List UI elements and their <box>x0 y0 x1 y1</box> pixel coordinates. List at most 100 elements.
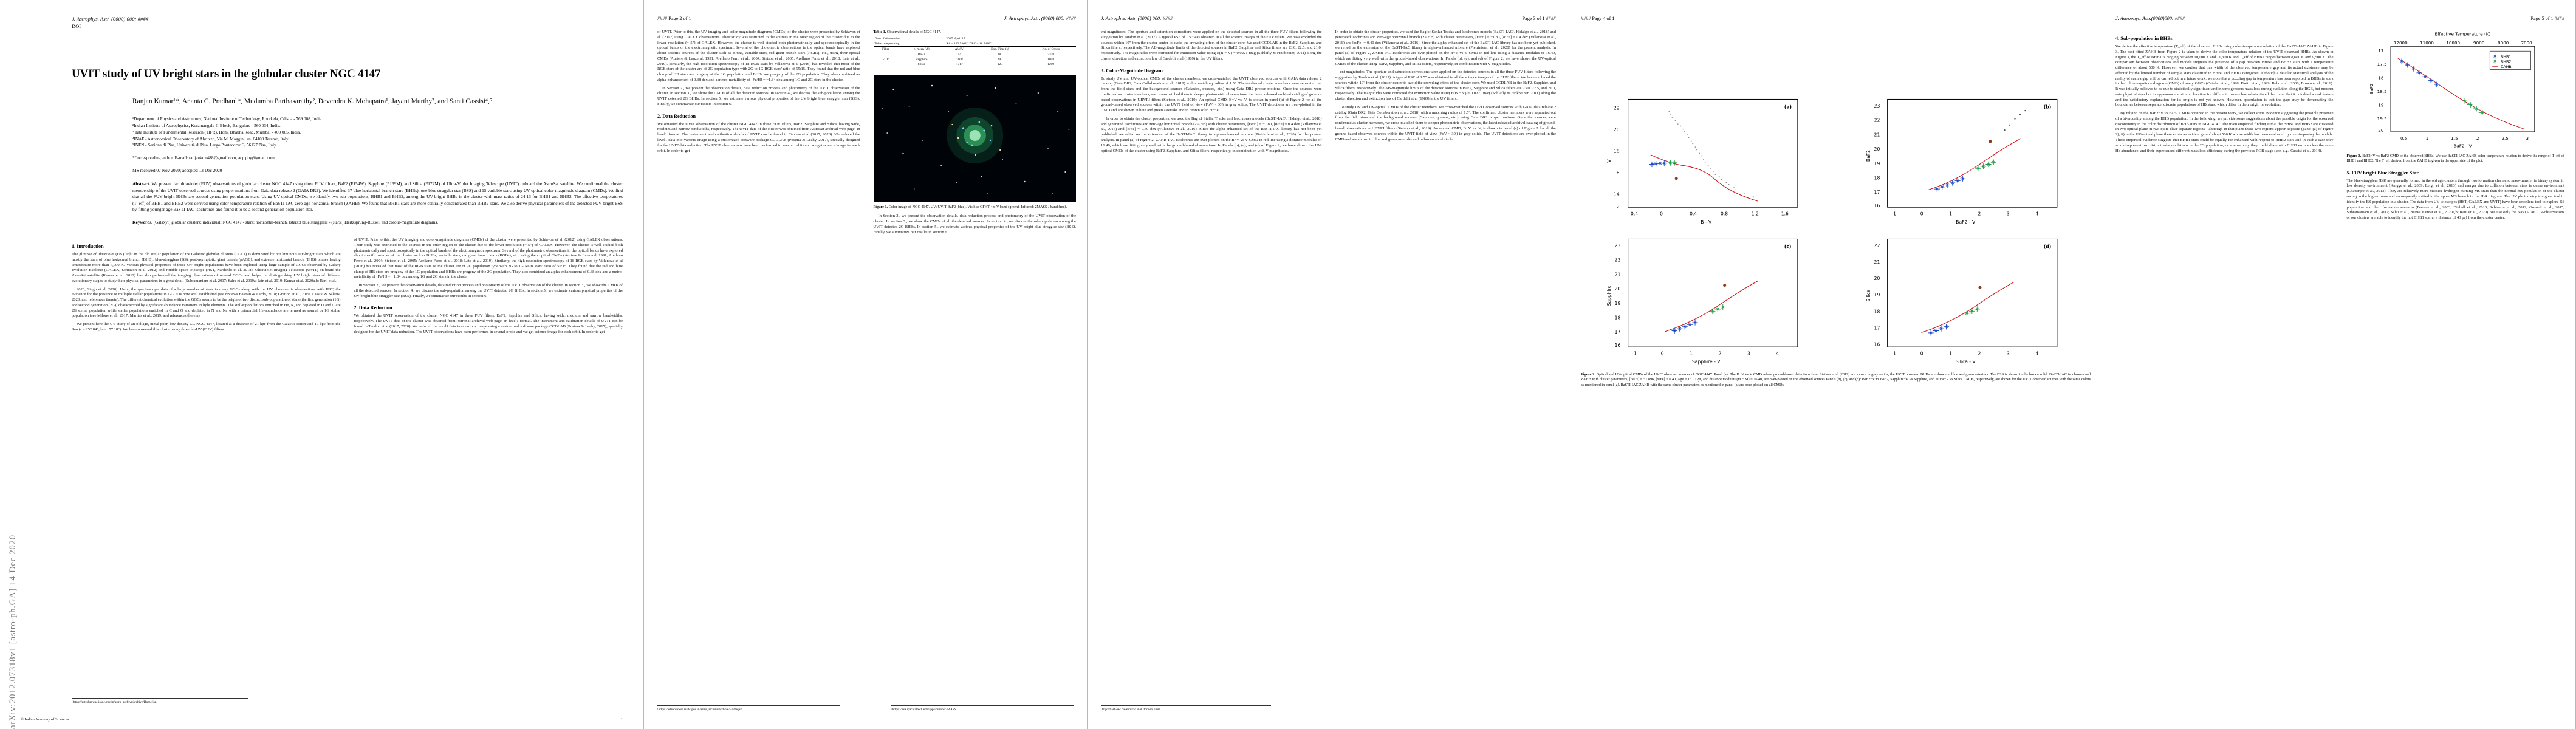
svg-text:(c): (c) <box>1784 244 1791 250</box>
svg-text:12000: 12000 <box>2393 40 2407 46</box>
section-heading-cmd: 3. Color-Magnitude Diagram <box>1101 67 1163 74</box>
cell: 125 <box>997 63 1002 66</box>
svg-text:Sapphire: Sapphire <box>1606 285 1612 306</box>
svg-text:18: 18 <box>1874 309 1880 314</box>
ms-received: MS received 07 Nov 2020; accepted 13 Dec… <box>132 168 222 174</box>
svg-text:19: 19 <box>1874 161 1880 166</box>
page2-header-right: J. Astrophys. Astr. (0000) 000: #### <box>1004 16 1076 21</box>
svg-text:22: 22 <box>1615 258 1621 263</box>
svg-text:18: 18 <box>1614 148 1620 154</box>
footnote: ¹https://astrobrowse.issdc.gov.in/astro_… <box>657 708 742 712</box>
journal-ref: J. Astrophys. Astr. (0000) 000: #### <box>72 16 149 22</box>
figure-3: Effective Temperature (K) 12000 11000 1000… <box>2347 30 2565 151</box>
figure-1-label: Figure 1. <box>873 205 888 209</box>
figure-1-caption-text: Color image of NGC 4147. UV: UVIT BaF2 (… <box>888 205 1067 209</box>
cmd-plot-a: 22 20 18 16 14 12 -0.4 0 0.4 0.8 1.2 1.6 B - V V… <box>1606 98 1798 225</box>
affiliations: ¹Department of Physics and Astronomy, Na… <box>132 116 623 149</box>
svg-text:B - V: B - V <box>1701 219 1712 225</box>
svg-text:0.5: 0.5 <box>2400 135 2407 141</box>
figure-2-label: Figure 2. <box>1581 372 1595 377</box>
page2-header: #### Page 2 of 1 J. Astrophys. Astr. (00… <box>657 16 1076 21</box>
svg-text:14: 14 <box>1614 192 1620 197</box>
footnote-block: ¹http://basti-iac.oa-abruzzo.inaf.it/ind… <box>1101 705 1271 713</box>
svg-text:2: 2 <box>1978 351 1981 357</box>
figure-2-caption: Figure 2. Optical and UV-optical CMDs of… <box>1581 372 2091 388</box>
svg-text:3: 3 <box>1747 351 1750 357</box>
page-title: UVIT study of UV bright stars in the glo… <box>72 67 381 80</box>
cell: 1717 <box>956 63 963 66</box>
svg-text:16: 16 <box>1614 170 1620 176</box>
paragraph: To study UV and UV-optical CMDs of the c… <box>1335 104 1557 142</box>
page-4: #### Page 4 of 1 22 20 18 16 14 12 -0.4 0 0.4 … <box>1567 0 2102 729</box>
svg-text:19: 19 <box>1615 301 1621 306</box>
affiliation-item: ⁴INAF - Astronomical Observatory of Abru… <box>132 136 289 142</box>
svg-text:21: 21 <box>1615 272 1621 277</box>
page4-header: #### Page 4 of 1 <box>1581 16 2091 21</box>
figure-1-caption: Figure 1. Color image of NGC 4147. UV: U… <box>874 205 1077 210</box>
svg-text:1: 1 <box>1949 351 1952 357</box>
page-1: arXiv:2012.07318v1 [astro-ph.GA] 14 Dec … <box>0 0 644 729</box>
footnote-block: ¹https://astrobrowse.issdc.gov.in/astro_… <box>72 698 248 706</box>
svg-text:4: 4 <box>2035 351 2038 357</box>
col-header: Exp. Time (s) <box>991 47 1009 51</box>
svg-text:1.6: 1.6 <box>1781 211 1789 217</box>
figure-2: 22 20 18 16 14 12 -0.4 0 0.4 0.8 1.2 1.6 B - V V… <box>1581 94 2091 388</box>
svg-text:Silica: Silica <box>1865 290 1871 302</box>
page1-col-2: of UVIT. Prior to this, the UV imaging a… <box>354 238 623 338</box>
svg-text:23: 23 <box>1874 103 1880 109</box>
svg-text:BaF2 - V: BaF2 - V <box>2453 143 2472 149</box>
svg-text:(a): (a) <box>1784 104 1792 110</box>
svg-text:0: 0 <box>1661 351 1664 357</box>
svg-text:BHB1: BHB1 <box>2500 54 2511 59</box>
svg-text:1: 1 <box>2425 135 2428 141</box>
cmd-plot-d: 22 21 20 19 18 17 16 -1 0 1 2 3 4 Silica - V Sil… <box>1865 238 2057 364</box>
svg-text:0.8: 0.8 <box>1721 211 1728 217</box>
section-heading-bss: 5. FUV bright Blue Straggler Star <box>2346 169 2419 176</box>
svg-text:18: 18 <box>1615 315 1621 320</box>
arxiv-id: arXiv:2012.07318v1 [astro-ph.GA] 14 Dec … <box>8 535 18 729</box>
paragraph: of UVIT. Prior to this, the UV imaging a… <box>354 238 623 279</box>
fig3-top-axis-label: Effective Temperature (K) <box>2434 32 2490 37</box>
page5-header-right: Page 5 of 1 #### <box>2530 16 2565 21</box>
svg-text:16: 16 <box>1874 341 1880 347</box>
cluster-color-image <box>873 75 1076 202</box>
page5-col-2: Effective Temperature (K) 12000 11000 1000… <box>2347 30 2565 224</box>
cell: 1209 <box>1047 63 1055 66</box>
svg-text:1.2: 1.2 <box>1752 211 1759 217</box>
figure-3-caption: Figure 3. BaF2−V vs BaF2 CMD of the obse… <box>2347 154 2565 164</box>
col-header: Filter <box>882 47 889 51</box>
svg-text:-0.4: -0.4 <box>1629 211 1638 217</box>
footnote: ¹http://basti-iac.oa-abruzzo.inaf.it/ind… <box>1101 708 1160 712</box>
table-header-row: Filter λ_mean (Å) Δλ (Å) Exp. Time (s) N… <box>874 47 1077 52</box>
page-number: 1 <box>620 717 623 722</box>
footnote-block-2: ²https://irsa.ipac.caltech.edu/applicati… <box>891 705 1074 713</box>
cmd-panel-a: 22 20 18 16 14 12 -0.4 0 0.4 0.8 1.2 1.6 B - V V… <box>1581 94 1832 228</box>
footnote-block: ¹https://astrobrowse.issdc.gov.in/astro_… <box>657 705 840 713</box>
paragraph: We present here the UV study of an old a… <box>72 322 341 332</box>
svg-text:2: 2 <box>1978 211 1981 217</box>
svg-text:-1: -1 <box>1632 351 1637 357</box>
paragraph: 2020; Singh et al. 2020). Using the spec… <box>72 287 341 318</box>
footnote: ²https://irsa.ipac.caltech.edu/applicati… <box>891 708 956 712</box>
doi-label: DOI <box>72 23 81 29</box>
svg-text:3: 3 <box>2006 351 2009 357</box>
cell: Silica <box>917 63 925 66</box>
svg-text:20: 20 <box>1874 276 1880 281</box>
svg-text:0: 0 <box>1920 211 1923 217</box>
paragraph: We derive the effective temperature (T_e… <box>2115 44 2334 108</box>
svg-text:9000: 9000 <box>2473 40 2485 46</box>
svg-text:20: 20 <box>2378 128 2384 133</box>
svg-text:(b): (b) <box>2043 104 2050 110</box>
paragraph: ent magnitudes. The aperture and saturat… <box>1101 30 1322 61</box>
svg-text:17: 17 <box>1874 190 1880 195</box>
svg-text:16: 16 <box>1615 343 1621 348</box>
svg-text:V: V <box>1606 159 1612 163</box>
svg-text:19.5: 19.5 <box>2377 116 2386 122</box>
svg-text:ZAHB: ZAHB <box>2500 64 2511 69</box>
svg-text:22: 22 <box>1874 118 1880 123</box>
page3-header: J. Astrophys. Astr. (0000) 000: #### Pag… <box>1101 16 1556 21</box>
